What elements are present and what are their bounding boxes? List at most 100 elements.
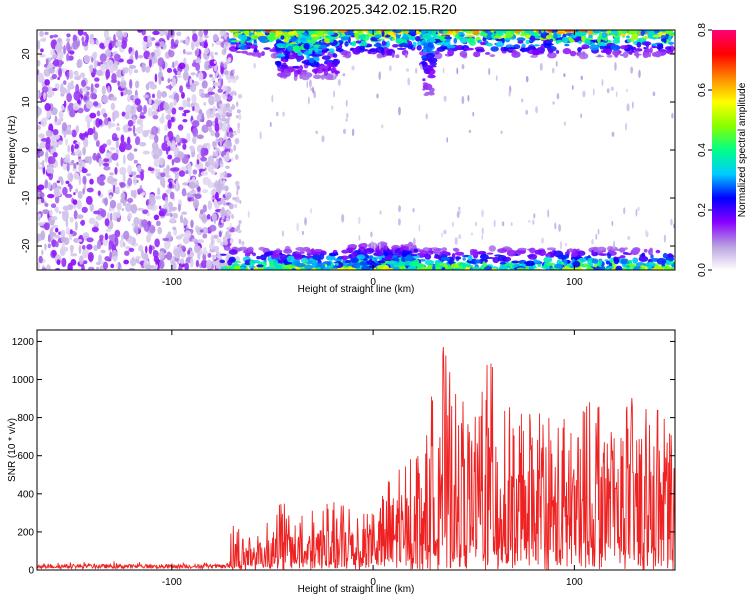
heatmap-cell [56, 37, 62, 43]
heatmap-cell [630, 46, 637, 51]
snr-ytick-label: 800 [17, 413, 34, 424]
heatmap-cell [257, 35, 268, 42]
heatmap-cell [614, 30, 619, 37]
heatmap-cell [148, 58, 152, 68]
heatmap-cell [345, 118, 348, 122]
heatmap-cell [286, 67, 296, 73]
heatmap-cell [482, 37, 487, 42]
heatmap-cell [279, 64, 288, 67]
heatmap-cell [671, 112, 674, 119]
heatmap-cell [101, 94, 109, 104]
heatmap-cell [446, 137, 449, 143]
heatmap-cell [143, 35, 149, 42]
heatmap-cell [182, 182, 190, 186]
heatmap-cell [136, 164, 142, 173]
heatmap-cell [490, 46, 499, 52]
heatmap-cell [269, 121, 272, 127]
heatmap-cell [381, 40, 386, 46]
heatmap-cell [66, 162, 70, 172]
heatmap-cell [280, 35, 285, 40]
heatmap-cell [191, 93, 197, 104]
heatmap-cell [229, 75, 235, 80]
heatmap-cell [651, 43, 658, 47]
heatmap-cell [235, 101, 239, 107]
heatmap-cell [222, 235, 227, 243]
heatmap-cell [234, 91, 237, 96]
snr-ytick-label: 400 [17, 489, 34, 500]
heatmap-cell [189, 78, 193, 86]
heatmap-cell [135, 136, 141, 146]
heatmap-cell [229, 239, 233, 244]
heatmap-cell [527, 253, 538, 260]
heatmap-cell [206, 259, 213, 270]
heatmap-cell [420, 267, 429, 270]
heatmap-cell [638, 69, 641, 79]
spectrogram-xtick-label: 0 [370, 277, 376, 288]
heatmap-cell [220, 78, 224, 87]
heatmap-cell [506, 262, 515, 266]
heatmap-cell [70, 80, 74, 85]
heatmap-cell [608, 265, 614, 269]
heatmap-cell [280, 253, 287, 261]
heatmap-cell [443, 46, 448, 50]
heatmap-cell [104, 218, 110, 227]
heatmap-cell [153, 168, 161, 173]
heatmap-cell [144, 264, 152, 270]
heatmap-cell [190, 257, 194, 268]
heatmap-cell [73, 90, 81, 101]
heatmap-cell [529, 255, 533, 258]
heatmap-cell [547, 30, 553, 33]
heatmap-cell [214, 117, 219, 126]
heatmap-cell [596, 246, 607, 252]
heatmap-cell [99, 63, 107, 70]
heatmap-cell [57, 76, 61, 81]
heatmap-cell [389, 65, 392, 72]
snr-ytick-label: 1200 [12, 337, 35, 348]
heatmap-cell [93, 210, 101, 215]
heatmap-cell [532, 219, 535, 225]
heatmap-cell [453, 267, 461, 270]
heatmap-cell [128, 127, 132, 132]
heatmap-cell [381, 30, 385, 37]
heatmap-cell [152, 114, 159, 120]
heatmap-cell [112, 184, 116, 194]
heatmap-cell [224, 185, 229, 192]
heatmap-cell [178, 106, 184, 111]
heatmap-cell [207, 200, 213, 210]
heatmap-cell [73, 172, 80, 180]
heatmap-cell [69, 244, 75, 251]
heatmap-cell [188, 167, 192, 177]
heatmap-cell [77, 30, 84, 36]
heatmap-cell [50, 203, 57, 209]
heatmap-cell [173, 99, 177, 107]
heatmap-cell [652, 34, 661, 38]
heatmap-cell [217, 201, 222, 206]
heatmap-cell [73, 163, 77, 169]
heatmap-cell [320, 74, 325, 80]
heatmap-cell [125, 202, 133, 212]
heatmap-cell [134, 98, 141, 106]
heatmap-cell [153, 249, 157, 255]
heatmap-cell [160, 172, 166, 178]
heatmap-cell [89, 178, 94, 185]
heatmap-cell [73, 192, 76, 196]
heatmap-cell [87, 127, 94, 136]
heatmap-cell [477, 39, 482, 44]
heatmap-cell [69, 173, 73, 183]
heatmap-cell [466, 263, 472, 267]
heatmap-cell [201, 214, 209, 223]
heatmap-cell [557, 254, 567, 260]
heatmap-cell [114, 186, 120, 194]
heatmap-cell [95, 69, 103, 77]
heatmap-cell [55, 241, 59, 248]
heatmap-cell [559, 241, 563, 250]
heatmap-cell [135, 174, 143, 178]
heatmap-cell [121, 40, 127, 49]
heatmap-cell [44, 202, 49, 208]
heatmap-cell [631, 101, 634, 109]
heatmap-cell [274, 60, 282, 66]
heatmap-cell [176, 31, 182, 37]
heatmap-cell [132, 124, 136, 135]
heatmap-cell [649, 47, 653, 54]
heatmap-cell [363, 258, 368, 261]
